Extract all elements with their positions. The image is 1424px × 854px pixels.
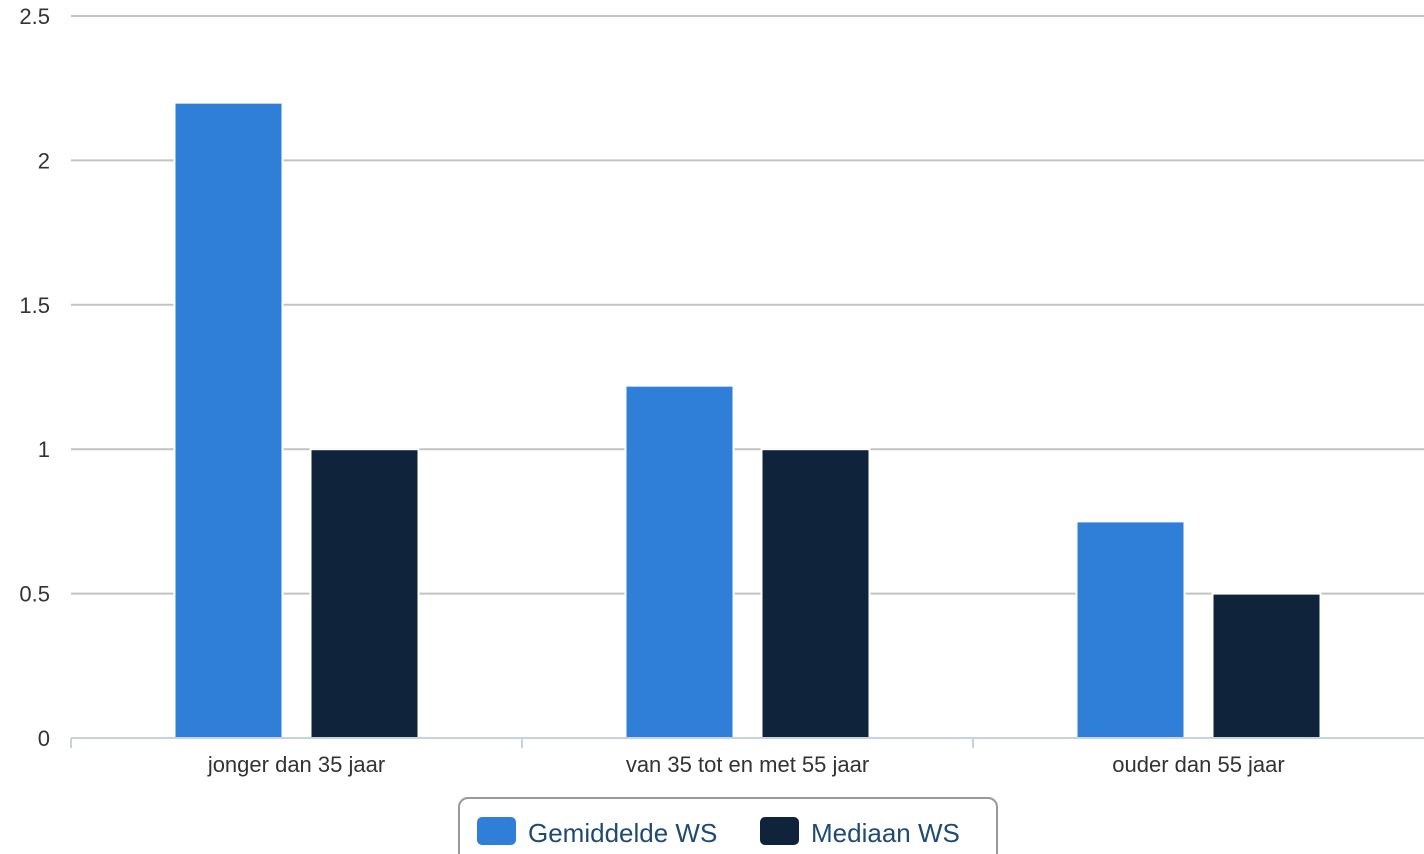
y-tick-label: 0 [38, 726, 50, 751]
bar-mediaan-2 [760, 448, 871, 739]
y-tick-label: 0.5 [19, 582, 50, 607]
legend-label-gemiddelde: Gemiddelde WS [528, 818, 717, 848]
y-tick-label: 1.5 [19, 293, 50, 318]
legend-label-mediaan: Mediaan WS [811, 818, 960, 848]
legend-swatch-gemiddelde [477, 817, 516, 845]
gridlines [71, 15, 1424, 595]
x-category-label: ouder dan 55 jaar [1112, 752, 1284, 777]
y-tick-label: 2.5 [19, 4, 50, 29]
legend: Gemiddelde WS Mediaan WS [458, 797, 998, 854]
x-axis-category-labels: jonger dan 35 jaar van 35 tot en met 55 j… [207, 752, 1285, 777]
x-axis [70, 737, 1424, 748]
bar-gemiddelde-1 [173, 101, 284, 739]
bars [173, 101, 1322, 740]
bar-mediaan-1 [309, 448, 420, 739]
x-category-label: van 35 tot en met 55 jaar [626, 752, 869, 777]
y-tick-label: 1 [38, 437, 50, 462]
y-axis-tick-labels: 0 0.5 1 1.5 2 2.5 [19, 4, 50, 751]
x-category-label: jonger dan 35 jaar [207, 752, 385, 777]
legend-swatch-mediaan [760, 817, 799, 845]
y-tick-label: 2 [38, 148, 50, 173]
legend-box [458, 797, 998, 854]
bar-gemiddelde-3 [1075, 520, 1186, 740]
bar-mediaan-3 [1211, 592, 1322, 739]
bar-gemiddelde-2 [624, 384, 735, 739]
